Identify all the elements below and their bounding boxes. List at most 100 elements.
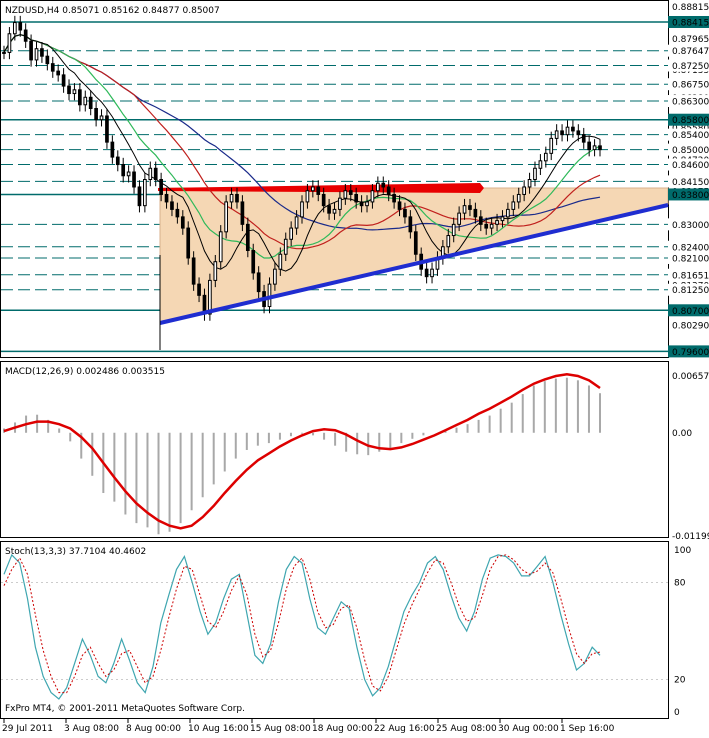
candle-body	[61, 74, 66, 87]
level-label: 0.85800	[672, 116, 709, 126]
candle-body	[72, 89, 77, 95]
level-label: 0.88415	[672, 18, 709, 28]
candle-body	[381, 182, 386, 188]
candle-body	[121, 164, 126, 177]
level-label-box	[668, 251, 709, 264]
stoch-tick: 20	[674, 676, 686, 686]
candle-body	[126, 171, 131, 177]
level-label-box	[668, 15, 709, 28]
level-label-box	[668, 218, 709, 231]
candle-body	[354, 193, 359, 203]
candle-body	[576, 130, 581, 136]
candle-body	[332, 208, 337, 214]
candle-body	[359, 201, 364, 207]
candle-body	[370, 190, 375, 203]
candle-body	[533, 167, 537, 181]
candle-body	[34, 48, 39, 61]
candle-body	[105, 115, 109, 143]
macd-axis: 0.006573 0.00 -0.011994	[672, 372, 709, 542]
candle-body	[110, 141, 115, 158]
candle-body	[278, 253, 283, 270]
candle-body	[191, 257, 196, 285]
candle-body	[462, 205, 467, 214]
candle-body	[386, 186, 391, 195]
candle-body	[446, 235, 451, 248]
candle-body	[18, 22, 23, 31]
time-tick: 25 Aug 08:00	[436, 724, 497, 734]
level-label-box	[668, 113, 709, 126]
candle-body	[457, 212, 461, 225]
candle-body	[527, 179, 532, 188]
level-label-box	[668, 128, 709, 141]
candle-body	[484, 223, 489, 229]
candle-body	[148, 167, 153, 181]
candle-body	[99, 115, 104, 121]
candle-body	[67, 85, 71, 95]
macd-tick: 0.006573	[672, 372, 709, 382]
ascending-trendline[interactable]	[159, 203, 669, 325]
candle-body	[224, 201, 228, 233]
level-label: 0.83800	[672, 191, 709, 201]
level-label-box	[668, 283, 709, 296]
candle-body	[478, 216, 483, 225]
candle-body	[289, 227, 294, 240]
level-label-box	[668, 95, 709, 108]
candle-body	[500, 216, 505, 222]
candle-body	[94, 108, 98, 121]
candle-body	[300, 201, 304, 218]
level-label: 0.87647	[672, 47, 709, 57]
candle-body	[50, 63, 55, 72]
level-label: 0.86300	[672, 98, 709, 108]
candle-body	[132, 171, 136, 188]
candle-body	[554, 130, 559, 139]
candle-body	[245, 223, 250, 251]
candle-body	[403, 208, 407, 218]
candle-body	[143, 179, 147, 207]
candle-body	[413, 231, 418, 255]
level-label: 0.82100	[672, 254, 709, 264]
time-tick: 30 Aug 00:00	[498, 724, 559, 734]
candle-body	[153, 167, 158, 181]
macd-signal-line	[3, 373, 601, 530]
candle-body	[186, 227, 191, 259]
time-tick: 3 Aug 08:00	[64, 724, 119, 734]
level-label-box	[668, 78, 709, 91]
copyright-text: FxPro MT4, © 2001-2011 MetaQuotes Softwa…	[5, 704, 245, 714]
candle-body	[451, 223, 456, 237]
candle-body	[392, 193, 396, 203]
candle-body	[235, 193, 239, 203]
candle-body	[175, 208, 180, 218]
candle-body	[365, 201, 369, 207]
candle-body	[571, 126, 575, 132]
candle-body	[473, 208, 478, 218]
candle-body	[489, 223, 494, 229]
candle-body	[592, 145, 597, 151]
time-tick: 18 Aug 00:00	[312, 724, 373, 734]
candle-body	[424, 268, 429, 278]
level-label-box	[668, 345, 709, 358]
stoch-axis: 100 80 20 0	[1, 546, 691, 718]
candle-body	[321, 193, 326, 207]
candle-body	[2, 51, 6, 54]
candle-body	[511, 201, 516, 210]
candle-body	[88, 96, 93, 110]
candle-body	[294, 216, 299, 229]
level-label: 0.86750	[672, 81, 709, 91]
time-tick: 15 Aug 08:00	[250, 724, 311, 734]
macd-pane-frame	[0, 361, 669, 538]
price-tick: 0.80290	[672, 322, 709, 332]
candle-body	[218, 231, 223, 263]
candle-body	[495, 220, 499, 225]
candle-body	[251, 250, 256, 274]
moving-averages	[3, 34, 601, 272]
level-label-box	[668, 59, 709, 72]
level-label: 0.84600	[672, 161, 709, 171]
price-tick: 0.88815	[672, 3, 709, 13]
candle-body	[376, 182, 380, 192]
candle-body	[256, 272, 261, 293]
stoch-tick: 80	[674, 578, 686, 588]
level-label: 0.79600	[672, 348, 709, 358]
window-title: NZDUSD,H4 0.85071 0.85162 0.84877 0.8500…	[5, 6, 220, 16]
